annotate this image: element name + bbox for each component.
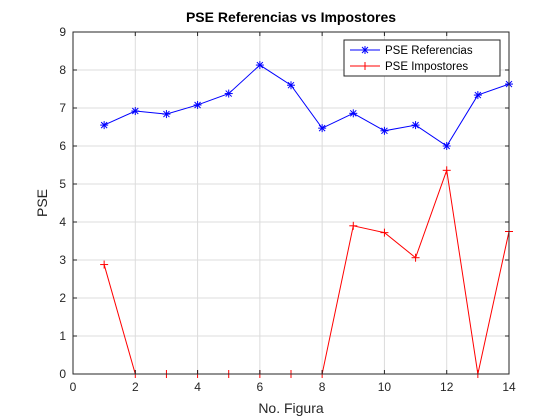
y-axis-label: PSE [34,189,50,217]
y-tick-label: 1 [59,329,66,343]
legend-label: PSE Referencias [385,45,473,57]
data-point-series-1 [411,121,420,130]
y-tick-label: 6 [59,139,66,153]
legend-marker [361,46,369,54]
x-tick-label: 14 [502,380,516,394]
data-point-series-1 [349,109,358,118]
series-layer [100,61,513,378]
data-point-series-1 [131,107,140,116]
data-point-series-1 [193,100,202,109]
data-point-series-1 [224,89,233,98]
legend-entry-1: PSE Referencias [350,45,473,57]
y-tick-label: 7 [59,101,66,115]
data-point-series-1 [380,126,389,135]
data-point-series-2 [100,260,109,269]
y-tick-label: 5 [59,177,66,191]
data-point-series-1 [442,142,451,150]
data-point-series-2 [349,221,358,230]
x-tick-label: 2 [132,380,139,394]
x-tick-label: 4 [194,380,201,394]
series-line-1 [103,64,510,147]
legend-marker [361,62,369,70]
x-tick-label: 6 [257,380,264,394]
y-tick-label: 0 [59,367,66,381]
data-point-series-1 [318,124,327,133]
x-tick-label: 12 [440,380,454,394]
x-tick-label: 0 [70,380,77,394]
legend-box [343,39,501,77]
data-point-series-1 [255,61,264,70]
y-tick-label: 8 [59,63,66,77]
data-point-series-1 [100,121,109,130]
legend: PSE Referencias PSE Impostores [343,39,501,77]
data-point-series-1 [473,91,482,100]
y-tick-label: 3 [59,253,66,267]
y-tick-label: 4 [59,215,66,229]
data-point-series-1 [287,81,295,90]
y-tick-label: 2 [59,291,66,305]
series-line-2 [103,170,510,375]
data-point-series-1 [162,110,171,119]
y-tick-label: 9 [59,25,66,39]
x-axis-label: No. Figura [258,400,324,416]
legend-label: PSE Impostores [385,61,468,73]
legend-entry-2: PSE Impostores [350,61,468,73]
data-point-series-2 [380,228,389,237]
data-point-series-2 [411,253,420,262]
data-point-series-2 [442,166,451,175]
x-tick-label: 10 [378,380,392,394]
plot-frame [72,31,510,375]
x-tick-label: 8 [319,380,326,394]
chart-title: PSE Referencias vs Impostores [186,9,396,25]
